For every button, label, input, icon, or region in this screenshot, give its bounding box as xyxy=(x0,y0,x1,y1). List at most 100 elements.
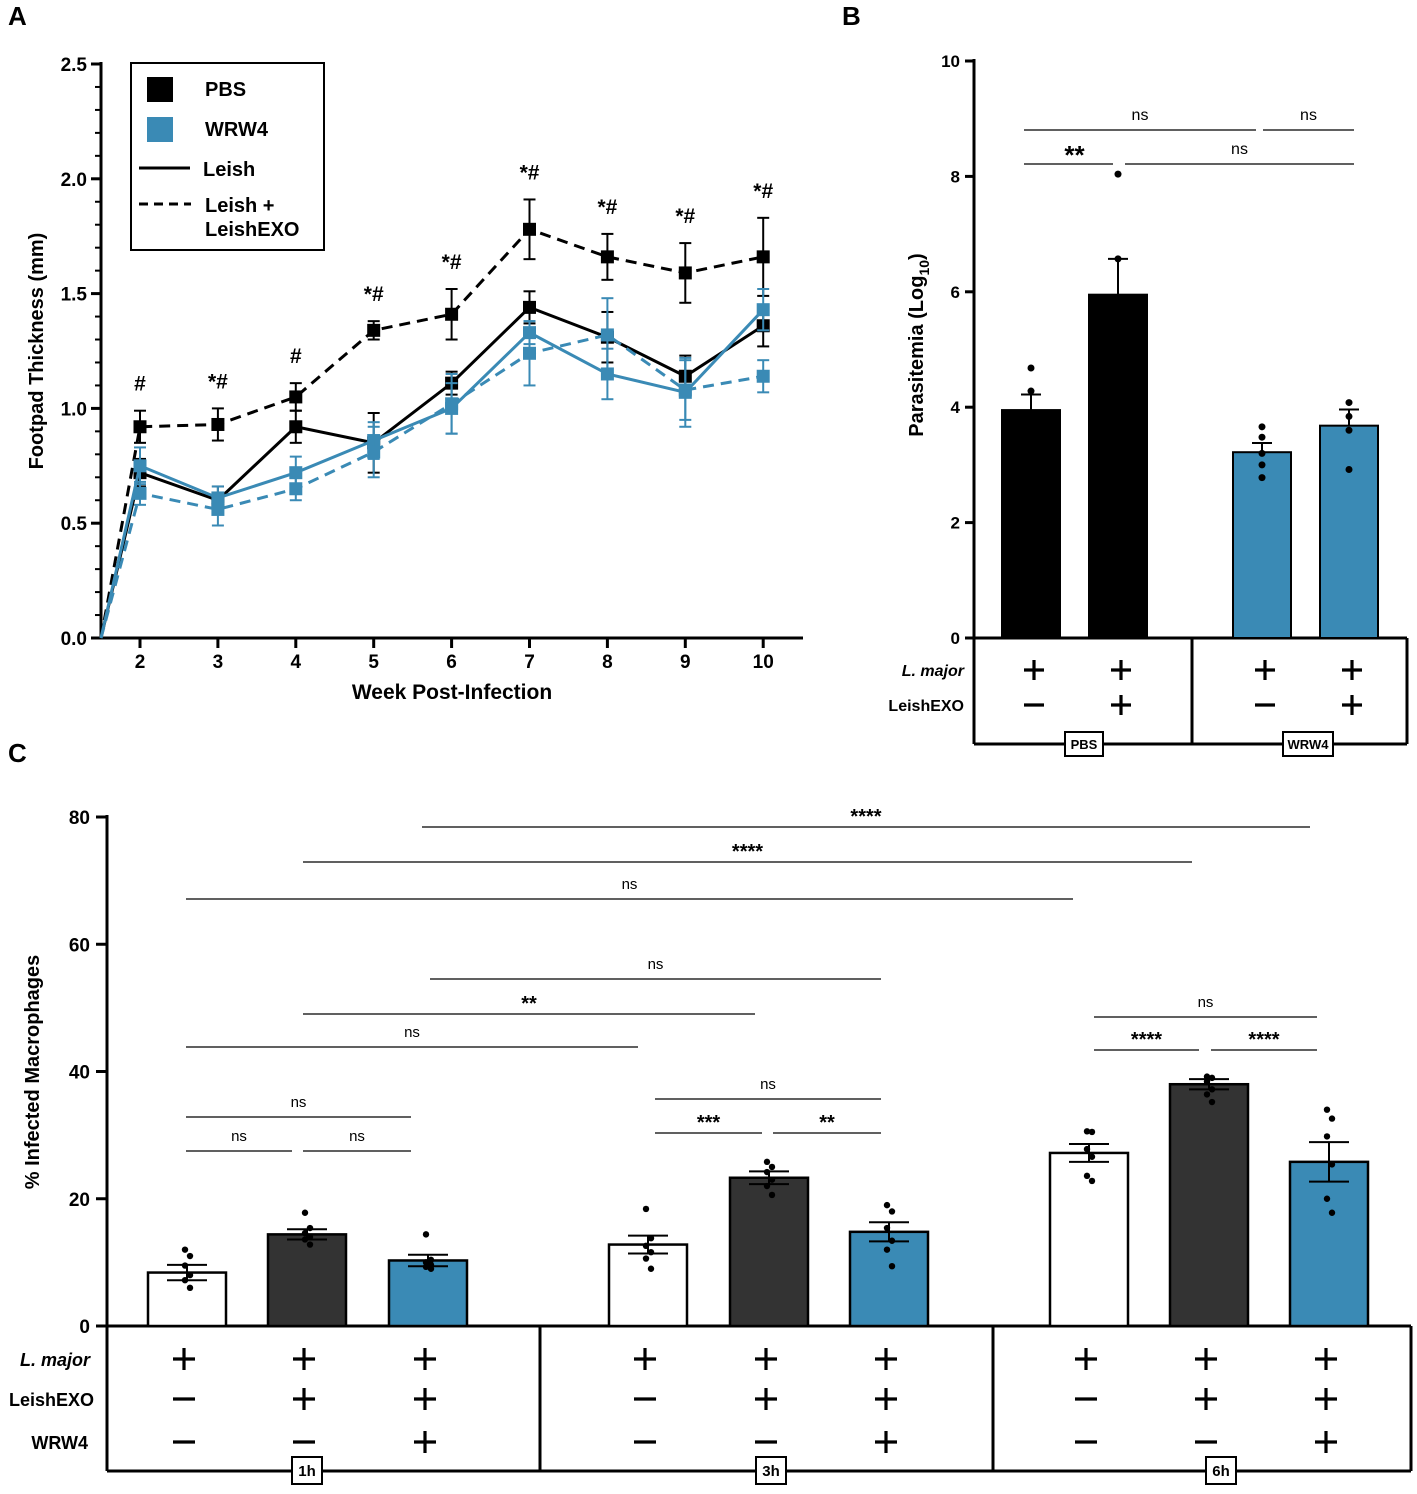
panel-b-data-point xyxy=(1258,423,1266,431)
panel-a-point xyxy=(289,390,303,404)
panel-b-ylabel-main: Parasitemia (Log xyxy=(906,276,928,437)
panel-c-sign xyxy=(755,1348,777,1370)
panel-a-letter: A xyxy=(8,1,27,31)
panel-c-data-point xyxy=(181,1276,189,1284)
panel-a-annotation: # xyxy=(134,373,146,396)
panel-a-xtick-label: 2 xyxy=(135,652,146,673)
panel-c-sign xyxy=(414,1431,436,1453)
panel-b-sign xyxy=(1342,695,1362,715)
panel-c-row-label: L. major xyxy=(20,1350,91,1370)
panel-a-annotation: *# xyxy=(364,283,384,306)
panel-a-point xyxy=(600,250,614,264)
panel-c-ytick-label: 60 xyxy=(69,935,90,956)
panel-a-point xyxy=(756,369,770,383)
panel-c-ylabel: % Infected Macrophages xyxy=(22,955,44,1190)
panel-b-group-label: WRW4 xyxy=(1288,737,1330,752)
panel-c-sig-label: ** xyxy=(521,993,537,1015)
panel-a-xlabel: Week Post-Infection xyxy=(352,681,552,704)
panel-c-data-point xyxy=(306,1233,314,1241)
panel-c-data-point xyxy=(301,1209,309,1216)
panel-c-data-point xyxy=(1323,1133,1331,1140)
panel-c-sign xyxy=(875,1348,897,1370)
panel-c-sign xyxy=(1315,1348,1337,1370)
panel-c-sign xyxy=(634,1348,656,1370)
panel-c-sign xyxy=(1315,1431,1337,1453)
panel-c-row-label: LeishEXO xyxy=(9,1390,94,1410)
panel-b-row-label: LeishEXO xyxy=(888,698,964,715)
panel-c-data-point xyxy=(642,1205,650,1213)
panel-a-point xyxy=(289,482,303,496)
panel-c-bar xyxy=(1168,1082,1250,1328)
panel-c-sig-label: **** xyxy=(1248,1029,1279,1051)
panel-a-xtick-label: 4 xyxy=(291,652,302,673)
panel-c-data-point xyxy=(1208,1074,1216,1082)
panel-c-data-point xyxy=(763,1168,771,1176)
panel-b-letter: B xyxy=(842,1,861,31)
panel-c-data-point xyxy=(1083,1172,1091,1180)
panel-c-data-point xyxy=(1203,1091,1211,1098)
panel-a-xtick-label: 9 xyxy=(680,652,691,673)
panel-b-ytick-label: 6 xyxy=(951,283,960,302)
panel-a-point xyxy=(133,486,147,500)
panel-c-data-point xyxy=(422,1259,430,1266)
panel-c-data-point xyxy=(647,1234,655,1242)
panel-c-data-point xyxy=(186,1271,194,1279)
panel-b-data-point xyxy=(1258,433,1266,441)
panel-c-data-point xyxy=(1203,1073,1211,1080)
panel-c-sign xyxy=(1195,1348,1217,1370)
panel-a-point xyxy=(211,417,225,431)
panel-b-sign xyxy=(1111,660,1131,680)
panel-c-data-point xyxy=(883,1201,891,1209)
panel-b-bar xyxy=(1001,409,1061,639)
panel-c-data-point xyxy=(763,1158,771,1166)
panel-c-data-point xyxy=(883,1246,891,1253)
panel-b-data-point xyxy=(1258,461,1266,469)
panel-b-data-point xyxy=(1258,449,1266,457)
panel-a-legend: PBS WRW4 Leish Leish +LeishEXO xyxy=(130,62,325,251)
panel-c-data-point xyxy=(888,1262,896,1270)
panel-a-annotation: *# xyxy=(520,161,540,184)
panel-a-xtick-label: 5 xyxy=(368,652,379,673)
panel-c-data-point xyxy=(888,1237,896,1244)
panel-c-sig-label: **** xyxy=(732,841,763,863)
panel-c-data-point xyxy=(1083,1145,1091,1153)
panel-c-data-point xyxy=(1323,1195,1331,1202)
panel-c-bar xyxy=(266,1233,348,1328)
panel-c-group-label: 3h xyxy=(762,1463,780,1480)
panel-b-sign xyxy=(1111,695,1131,715)
panel-c-group-label: 6h xyxy=(1212,1463,1230,1480)
panel-c-data-point xyxy=(301,1236,309,1243)
panel-c-sig-label: ns xyxy=(349,1128,365,1145)
panel-a-point xyxy=(211,502,225,516)
panel-b-data-point xyxy=(1114,255,1122,263)
panel-a-point xyxy=(133,459,147,473)
panel-c-group-label: 1h xyxy=(298,1463,316,1480)
panel-b-ytick-label: 0 xyxy=(951,629,960,648)
panel-b-data-point xyxy=(1345,466,1353,474)
panel-a-xtick-label: 3 xyxy=(213,652,224,673)
panel-b-bar xyxy=(1319,424,1379,639)
panel-b-data-point xyxy=(1027,387,1035,395)
panel-a-point xyxy=(523,222,536,236)
panel-a-point xyxy=(600,328,614,342)
panel-a-ytick-label: 1.0 xyxy=(61,399,87,420)
panel-c-data-point xyxy=(642,1255,650,1262)
panel-b-data-point xyxy=(1027,364,1035,372)
panel-c-data-point xyxy=(768,1176,776,1183)
panel-b-sig-label: ns xyxy=(1231,141,1248,158)
panel-b-ylabel-close: ) xyxy=(906,253,928,260)
panel-c-data-point xyxy=(883,1224,891,1232)
panel-b-ytick-label: 2 xyxy=(951,514,960,533)
panel-c-data-point xyxy=(306,1241,314,1248)
panel-a-xtick-label: 6 xyxy=(446,652,457,673)
panel-c-data-point xyxy=(181,1246,189,1253)
panel-c-sign xyxy=(875,1388,897,1410)
panel-c-data-point xyxy=(1328,1209,1336,1216)
panel-a-legend-label: PBS xyxy=(205,79,246,101)
panel-a-ytick-label: 2.0 xyxy=(61,170,87,191)
panel-c-sig-label: ns xyxy=(1198,994,1214,1011)
panel-c-data-point xyxy=(1323,1106,1331,1113)
panel-c-data-point xyxy=(1203,1078,1211,1085)
panel-c-group-box xyxy=(1205,1456,1237,1485)
